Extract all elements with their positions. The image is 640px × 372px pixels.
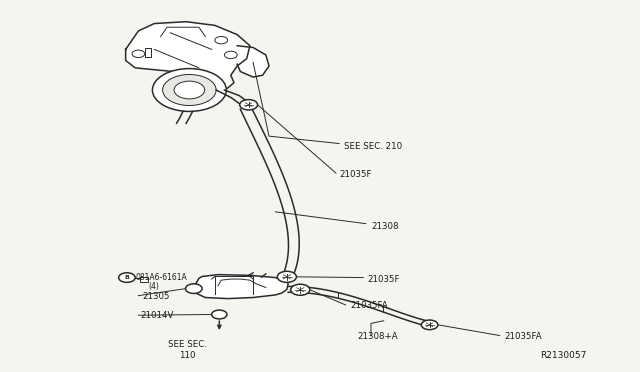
FancyBboxPatch shape <box>140 277 148 282</box>
Circle shape <box>132 50 145 58</box>
Text: 21035F: 21035F <box>339 170 372 179</box>
Text: 21035FA: 21035FA <box>351 301 388 311</box>
Polygon shape <box>194 275 288 299</box>
Text: (4): (4) <box>148 282 159 291</box>
Text: 21305: 21305 <box>143 292 170 301</box>
Text: 21308: 21308 <box>371 222 399 231</box>
Text: 21308+A: 21308+A <box>357 332 397 341</box>
Circle shape <box>291 284 310 295</box>
Circle shape <box>225 51 237 59</box>
Circle shape <box>118 273 135 282</box>
Text: 21035FA: 21035FA <box>505 332 543 341</box>
Polygon shape <box>237 46 269 77</box>
Text: 21035F: 21035F <box>368 275 400 283</box>
Text: 21014V: 21014V <box>140 311 173 320</box>
Circle shape <box>174 81 205 99</box>
Circle shape <box>163 74 216 106</box>
Circle shape <box>152 68 227 112</box>
Circle shape <box>212 310 227 319</box>
Circle shape <box>186 284 202 294</box>
Text: R2130057: R2130057 <box>540 351 586 360</box>
Text: SEE SEC. 210: SEE SEC. 210 <box>344 142 403 151</box>
Text: SEE SEC.
110: SEE SEC. 110 <box>168 340 207 360</box>
Circle shape <box>421 320 438 330</box>
Polygon shape <box>125 22 250 89</box>
Text: B: B <box>125 275 129 280</box>
Circle shape <box>277 271 296 282</box>
Circle shape <box>240 100 257 110</box>
Text: 081A6-6161A: 081A6-6161A <box>135 273 187 282</box>
Circle shape <box>215 36 228 44</box>
